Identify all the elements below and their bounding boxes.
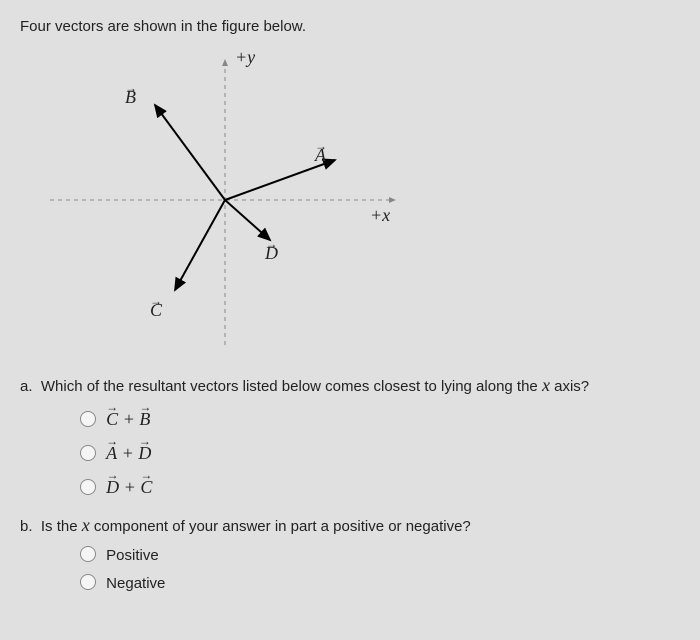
y-axis-label: ++yy bbox=[235, 47, 255, 68]
radio-icon bbox=[80, 411, 96, 427]
x-axis-label: +x bbox=[370, 205, 390, 226]
vector-C bbox=[175, 200, 225, 290]
radio-icon bbox=[80, 546, 96, 562]
part-a-letter: a. bbox=[20, 378, 33, 395]
question-b: b. Is the x component of your answer in … bbox=[20, 515, 680, 599]
option-a1[interactable]: →C + →B bbox=[80, 402, 680, 436]
radio-icon bbox=[80, 574, 96, 590]
part-b-letter: b. bbox=[20, 518, 33, 535]
vector-B bbox=[155, 105, 225, 200]
option-b2[interactable]: Negative bbox=[80, 570, 680, 599]
option-b1-label: Positive bbox=[106, 547, 159, 564]
question-a: a. Which of the resultant vectors listed… bbox=[20, 375, 680, 505]
part-b-text: Is the x component of your answer in par… bbox=[41, 518, 471, 535]
vector-D bbox=[225, 200, 270, 240]
label-B: →B bbox=[125, 87, 136, 108]
option-a2[interactable]: →A + →D bbox=[80, 436, 680, 470]
label-A: →A bbox=[315, 145, 326, 166]
part-a-options: →C + →B →A + →D →D + →C bbox=[80, 402, 680, 505]
option-b1[interactable]: Positive bbox=[80, 542, 680, 571]
label-D: →D bbox=[265, 243, 278, 264]
option-b2-label: Negative bbox=[106, 575, 165, 592]
figure-svg bbox=[40, 45, 420, 355]
label-C: →C bbox=[150, 300, 162, 321]
part-b-options: Positive Negative bbox=[80, 542, 680, 599]
radio-icon bbox=[80, 445, 96, 461]
radio-icon bbox=[80, 479, 96, 495]
vector-figure: ++yy +x →A →B →C →D bbox=[40, 45, 420, 355]
intro-text: Four vectors are shown in the figure bel… bbox=[20, 18, 680, 35]
option-a3[interactable]: →D + →C bbox=[80, 470, 680, 504]
part-a-text: Which of the resultant vectors listed be… bbox=[41, 378, 589, 395]
vector-A bbox=[225, 160, 335, 200]
page-root: Four vectors are shown in the figure bel… bbox=[0, 0, 700, 640]
